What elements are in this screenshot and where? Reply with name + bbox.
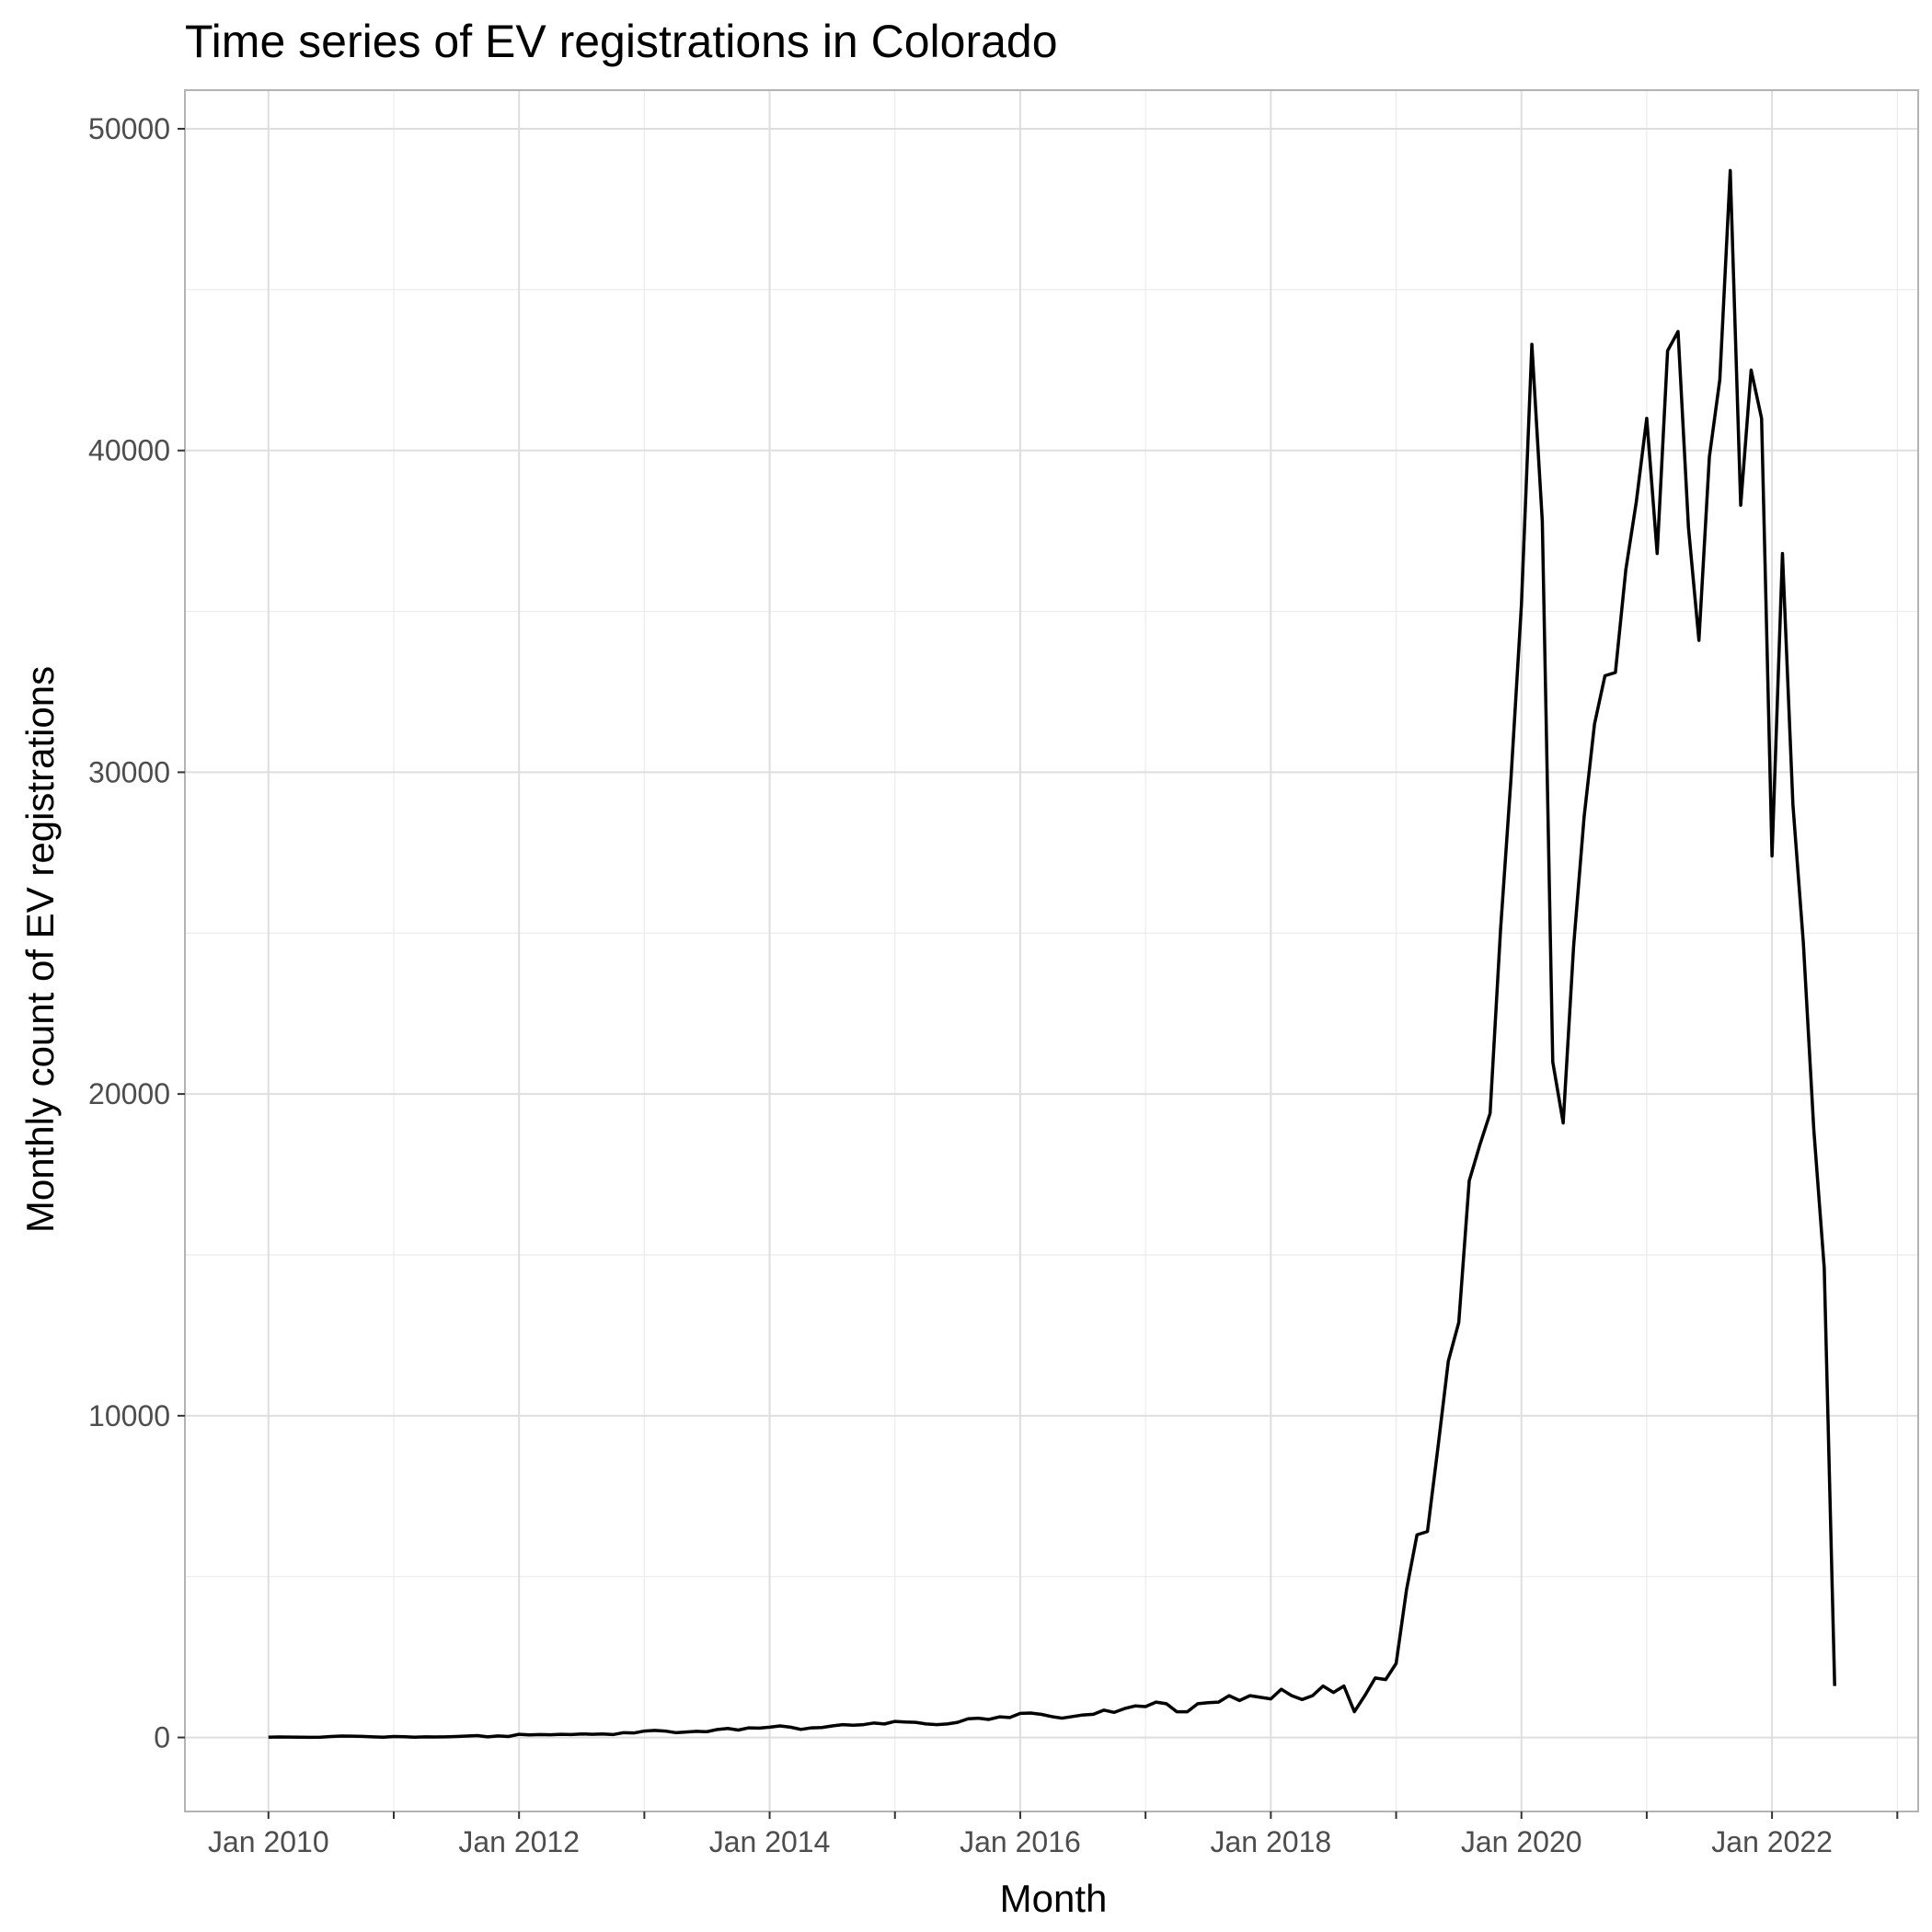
y-tick-label: 0 (154, 1721, 170, 1754)
series-line (268, 168, 1836, 1740)
x-tick-label: Jan 2010 (208, 1825, 329, 1858)
x-axis: Jan 2010 Jan 2012 Jan 2014 Jan 2016 Jan 2018… (208, 1811, 1899, 1858)
plot-border (184, 89, 1919, 1812)
y-axis-title: Monthly count of EV registrations (18, 666, 62, 1233)
y-axis: 0 10000 20000 30000 40000 50000 (88, 112, 185, 1754)
y-tick-label: 20000 (88, 1077, 170, 1110)
x-tick-label: Jan 2018 (1211, 1825, 1332, 1858)
x-tick-label: Jan 2012 (458, 1825, 580, 1858)
major-gridlines (185, 90, 1918, 1811)
plot-panel (184, 89, 1919, 1812)
x-tick-label: Jan 2022 (1711, 1825, 1833, 1858)
x-tick-label: Jan 2020 (1461, 1825, 1582, 1858)
y-tick-label: 40000 (88, 434, 170, 467)
data-series (268, 168, 1836, 1740)
x-tick-label: Jan 2016 (960, 1825, 1081, 1858)
y-tick-label: 50000 (88, 112, 170, 145)
y-tick-label: 30000 (88, 755, 170, 788)
minor-gridlines (185, 90, 1918, 1811)
y-tick-label: 10000 (88, 1399, 170, 1432)
chart-title: Time series of EV registrations in Color… (185, 16, 1058, 67)
x-tick-label: Jan 2014 (709, 1825, 831, 1858)
x-axis-title: Month (1000, 1877, 1108, 1920)
